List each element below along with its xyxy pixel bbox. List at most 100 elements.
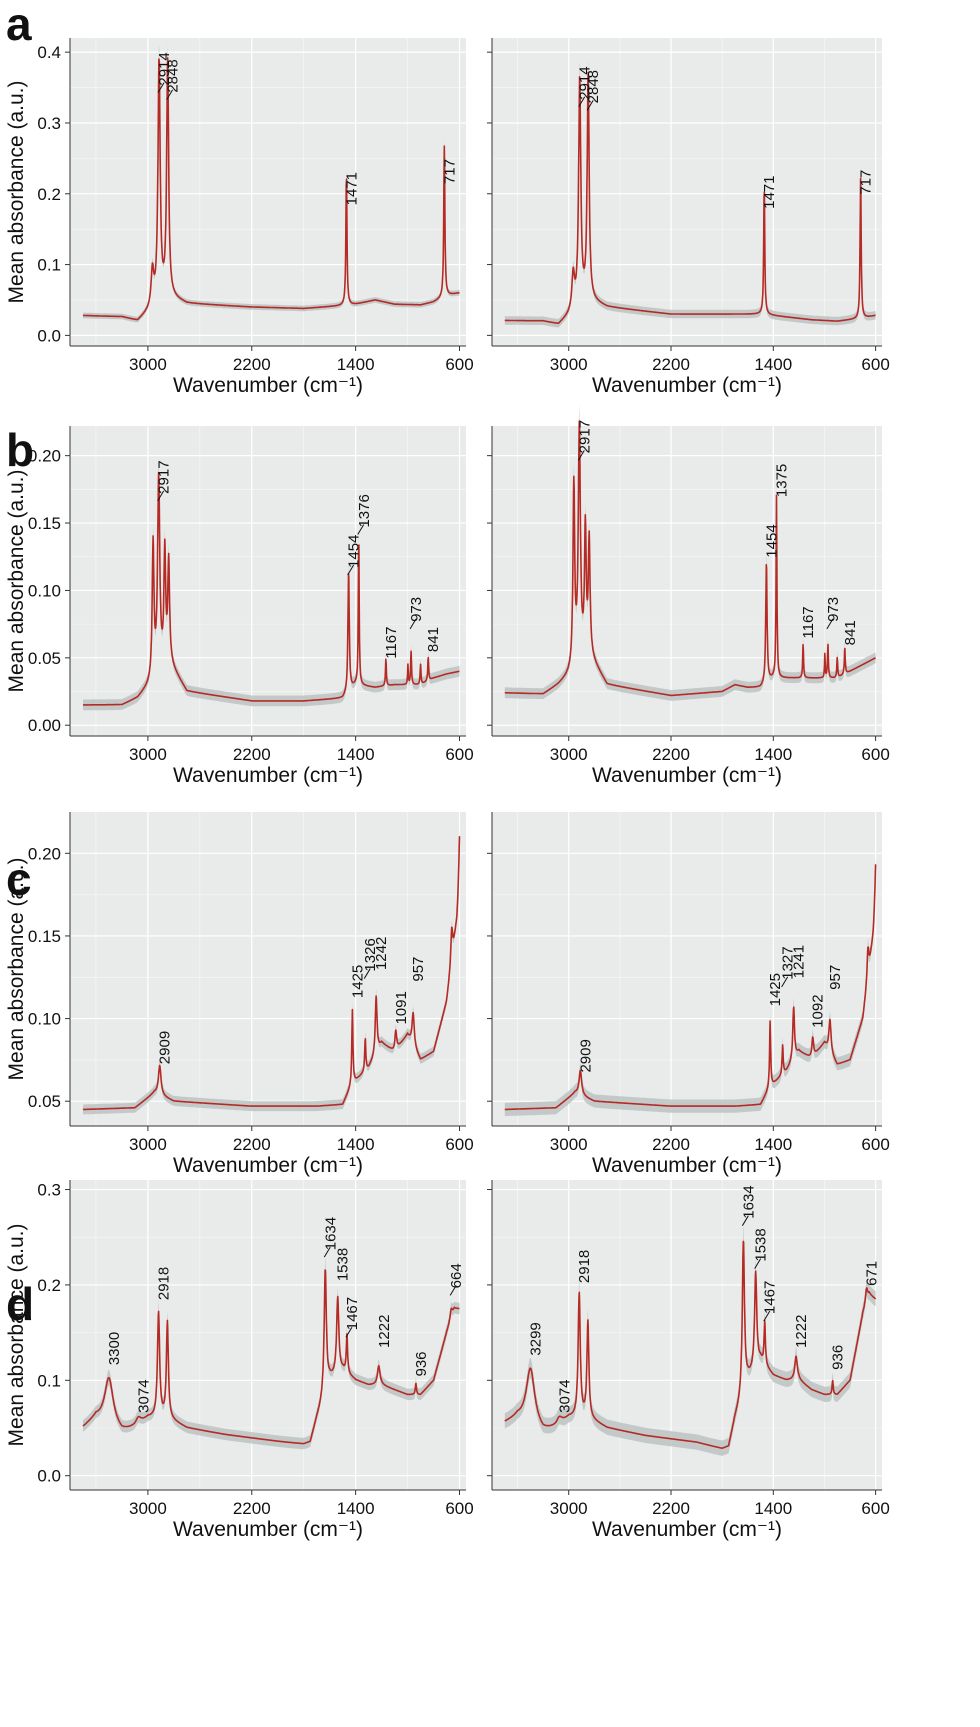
x-tick-label: 600 xyxy=(445,1135,473,1154)
peak-label: 1376 xyxy=(356,494,373,527)
peak-label: 664 xyxy=(448,1263,465,1288)
x-tick-label: 2200 xyxy=(652,355,690,374)
mean-spectrum-line xyxy=(504,420,877,697)
peak-label: 1242 xyxy=(373,937,390,970)
peak-label-leader xyxy=(586,100,594,111)
peak-label: 2909 xyxy=(577,1039,594,1072)
peak-label-leader xyxy=(781,976,789,988)
peak-label: 2918 xyxy=(156,1267,173,1300)
mean-spectrum-line xyxy=(82,1269,460,1445)
peak-label: 936 xyxy=(413,1351,430,1376)
y-axis-label: Mean absorbance (a.u.) xyxy=(5,470,28,693)
y-tick-label: 0.20 xyxy=(28,844,61,863)
plot-background xyxy=(70,426,466,736)
y-tick-label: 0.05 xyxy=(28,649,61,668)
peak-label: 1327 xyxy=(780,946,797,979)
y-tick-label: 0.2 xyxy=(37,1276,61,1295)
peak-label: 1467 xyxy=(344,1297,361,1330)
peak-label: 1326 xyxy=(362,938,379,971)
peak-label: 1425 xyxy=(767,973,784,1006)
peak-label: 717 xyxy=(441,159,458,184)
row-letter-a: a xyxy=(6,0,32,50)
x-tick-label: 3000 xyxy=(129,1135,167,1154)
y-tick-label: 0.20 xyxy=(28,447,61,466)
y-tick-label: 0.2 xyxy=(37,185,61,204)
y-tick-label: 0.0 xyxy=(37,326,61,345)
y-axis-label: Mean absorbance (a.u.) xyxy=(5,858,28,1081)
x-tick-label: 3000 xyxy=(550,1135,588,1154)
peak-label: 2848 xyxy=(585,70,602,103)
x-tick-label: 2200 xyxy=(652,745,690,764)
peak-label-leader xyxy=(345,1327,353,1338)
x-axis-label: Wavenumber (cm⁻¹) xyxy=(173,374,363,397)
y-tick-label: 0.1 xyxy=(37,256,61,275)
x-tick-label: 2200 xyxy=(233,745,271,764)
peak-label: 957 xyxy=(410,957,427,982)
peak-label-leader xyxy=(449,1285,457,1296)
x-tick-label: 3000 xyxy=(550,745,588,764)
peak-label-leader xyxy=(157,490,165,502)
peak-label-leader xyxy=(347,564,355,576)
y-tick-label: 0.05 xyxy=(28,1092,61,1111)
peak-label: 1467 xyxy=(762,1281,779,1314)
peak-label: 1471 xyxy=(761,175,778,208)
y-tick-label: 0.00 xyxy=(28,716,61,735)
y-tick-label: 0.10 xyxy=(28,581,61,600)
peak-label: 1634 xyxy=(322,1217,339,1250)
peak-label-leader xyxy=(363,968,371,979)
x-tick-label: 1400 xyxy=(754,1499,792,1518)
peak-label: 2848 xyxy=(165,59,182,92)
x-tick-label: 1400 xyxy=(337,355,375,374)
y-tick-label: 0.3 xyxy=(37,114,61,133)
peak-label: 1167 xyxy=(383,627,400,659)
x-tick-label: 2200 xyxy=(233,1135,271,1154)
x-tick-label: 1400 xyxy=(754,1135,792,1154)
x-tick-label: 600 xyxy=(861,1135,889,1154)
x-axis-label: Wavenumber (cm⁻¹) xyxy=(592,764,782,787)
mean-spectrum-line xyxy=(504,864,877,1111)
peak-label-leader xyxy=(578,96,586,108)
peak-label: 3074 xyxy=(556,1379,573,1412)
peak-label-leader xyxy=(741,1215,749,1226)
x-tick-label: 600 xyxy=(861,355,889,374)
x-axis-label: Wavenumber (cm⁻¹) xyxy=(592,1518,782,1541)
plot-background xyxy=(492,812,882,1126)
peak-label: 1091 xyxy=(393,991,410,1024)
peak-label-leader xyxy=(826,618,834,630)
mean-spectrum-line xyxy=(504,71,877,324)
row-letter-d: d xyxy=(6,1278,34,1330)
x-tick-label: 1400 xyxy=(337,1135,375,1154)
peak-label: 2914 xyxy=(156,52,173,85)
x-axis-label: Wavenumber (cm⁻¹) xyxy=(173,1518,363,1541)
y-axis-label: Mean absorbance (a.u.) xyxy=(5,1224,28,1447)
peak-label-leader xyxy=(357,524,365,535)
y-tick-label: 0.1 xyxy=(37,1371,61,1390)
x-tick-label: 1400 xyxy=(754,355,792,374)
peak-label-leader xyxy=(409,618,417,630)
plot-background xyxy=(492,38,882,346)
peak-label: 1222 xyxy=(793,1315,810,1348)
peak-label: 671 xyxy=(864,1261,881,1286)
std-band xyxy=(83,458,460,711)
peak-label-leader xyxy=(577,450,585,461)
peak-label: 1538 xyxy=(335,1248,352,1281)
y-tick-label: 0.10 xyxy=(28,1010,61,1029)
peak-label: 841 xyxy=(842,620,859,645)
x-tick-label: 2200 xyxy=(652,1135,690,1154)
peak-label: 3299 xyxy=(527,1322,544,1355)
row-letter-c: c xyxy=(6,853,32,905)
plot-background xyxy=(70,38,466,346)
spectrum-panel-d-high: 3299 3074 2918 1634 1538 1467 1222 936 671 3000 22… xyxy=(487,1180,890,1541)
peak-label: 3300 xyxy=(106,1332,123,1365)
peak-label: 2917 xyxy=(156,460,173,493)
mean-spectrum-line xyxy=(504,1240,877,1449)
peak-label: 1425 xyxy=(349,965,366,998)
row-letter-b: b xyxy=(6,424,34,476)
x-tick-label: 2200 xyxy=(233,1499,271,1518)
y-tick-label: 0.0 xyxy=(37,1467,61,1486)
